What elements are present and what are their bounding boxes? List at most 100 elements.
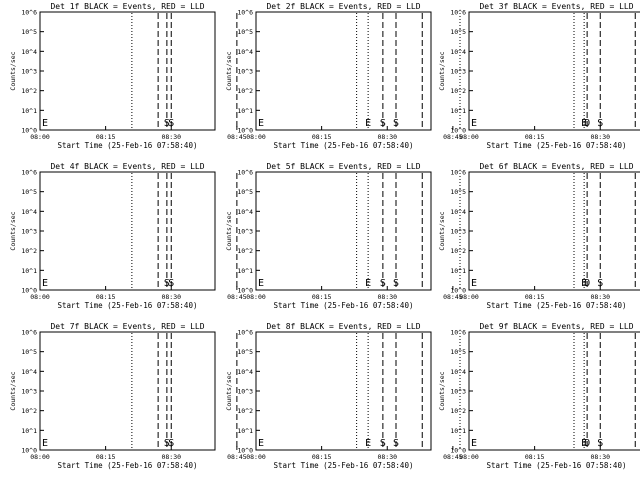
x-tick-label: 08:30 (161, 293, 181, 301)
y-tick-label: 10^0 (450, 287, 466, 295)
event-marker-label: S (168, 118, 174, 129)
x-tick-label: 08:30 (161, 133, 181, 141)
x-tick-label: 08:00 (246, 293, 266, 301)
event-marker-label: E (365, 278, 371, 289)
y-tick-label: 10^0 (237, 447, 253, 455)
x-tick-label: 08:45 (443, 133, 463, 141)
x-tick-label: 08:15 (525, 453, 545, 461)
event-marker-label: O (584, 438, 590, 449)
x-axis-label: Start Time (25-Feb-16 07:58:40) (58, 461, 198, 470)
chart-title: Det 5f BLACK = Events, RED = LLD (266, 162, 420, 171)
x-tick-label: 08:15 (312, 133, 332, 141)
event-marker-label: S (164, 438, 170, 449)
event-marker-label: E (471, 278, 477, 289)
event-marker-label: S (164, 118, 170, 129)
x-tick-label: 08:15 (96, 133, 116, 141)
y-tick-label: 10^0 (21, 127, 37, 135)
event-marker-label: S (380, 438, 386, 449)
chart-title: Det 6f BLACK = Events, RED = LLD (479, 162, 633, 171)
y-tick-label: 10^6 (237, 169, 253, 177)
y-tick-label: 10^1 (450, 427, 466, 435)
event-marker-label: S (168, 278, 174, 289)
y-tick-label: 10^4 (450, 48, 466, 56)
y-tick-label: 10^2 (237, 247, 253, 255)
y-tick-label: 10^1 (21, 107, 37, 115)
y-tick-label: 10^4 (237, 368, 253, 376)
y-axis-label: Counts/sec (225, 211, 233, 250)
event-marker-label: O (584, 118, 590, 129)
x-tick-label: 08:30 (377, 293, 397, 301)
y-tick-label: 10^5 (237, 348, 253, 356)
event-marker-label: E (258, 438, 264, 449)
chart-title: Det 7f BLACK = Events, RED = LLD (50, 322, 204, 331)
y-tick-label: 10^5 (21, 188, 37, 196)
y-tick-label: 10^5 (237, 28, 253, 36)
y-tick-label: 10^6 (21, 169, 37, 177)
event-marker-label: O (584, 278, 590, 289)
y-tick-label: 10^5 (237, 188, 253, 196)
y-tick-label: 10^4 (450, 208, 466, 216)
plot-frame (255, 171, 432, 291)
x-tick-label: 08:30 (590, 293, 610, 301)
y-tick-label: 10^3 (21, 388, 37, 396)
x-axis-label: Start Time (25-Feb-16 07:58:40) (487, 301, 627, 310)
x-tick-label: 08:15 (525, 293, 545, 301)
y-tick-label: 10^3 (450, 228, 466, 236)
y-tick-label: 10^2 (21, 87, 37, 95)
y-tick-label: 10^1 (237, 107, 253, 115)
y-tick-label: 10^0 (21, 447, 37, 455)
x-tick-label: 08:45 (443, 453, 463, 461)
y-tick-label: 10^4 (237, 208, 253, 216)
x-tick-label: 08:30 (590, 453, 610, 461)
y-tick-label: 10^4 (237, 48, 253, 56)
y-tick-label: 10^6 (450, 9, 466, 17)
event-marker-label: S (393, 278, 399, 289)
x-tick-label: 08:15 (96, 293, 116, 301)
y-tick-label: 10^6 (450, 329, 466, 337)
y-tick-label: 10^0 (237, 127, 253, 135)
y-tick-label: 10^2 (450, 87, 466, 95)
event-marker-label: E (42, 118, 48, 129)
y-axis-label: Counts/sec (225, 51, 233, 90)
plot-frame (468, 11, 640, 131)
y-tick-label: 10^3 (237, 388, 253, 396)
x-tick-label: 08:00 (459, 133, 479, 141)
x-tick-label: 08:15 (96, 453, 116, 461)
y-tick-label: 10^4 (21, 208, 37, 216)
x-tick-label: 08:00 (459, 453, 479, 461)
event-marker-label: S (164, 278, 170, 289)
chart-panel-8: Det 8f BLACK = Events, RED = LLD 10^0 10^1… (225, 322, 587, 470)
x-axis-label: Start Time (25-Feb-16 07:58:40) (274, 461, 414, 470)
x-tick-label: 08:00 (30, 453, 50, 461)
chart-panel-1: Det 1f BLACK = Events, RED = LLD 10^0 10^1… (9, 2, 461, 150)
chart-title: Det 8f BLACK = Events, RED = LLD (266, 322, 420, 331)
x-tick-label: 08:15 (525, 133, 545, 141)
x-tick-label: 08:45 (227, 453, 247, 461)
y-tick-label: 10^1 (21, 427, 37, 435)
y-tick-label: 10^1 (237, 267, 253, 275)
y-tick-label: 10^1 (21, 267, 37, 275)
x-tick-label: 08:15 (312, 293, 332, 301)
y-tick-label: 10^6 (237, 9, 253, 17)
event-marker-label: E (581, 118, 587, 129)
x-axis-label: Start Time (25-Feb-16 07:58:40) (274, 301, 414, 310)
x-tick-label: 08:30 (590, 133, 610, 141)
y-axis-label: Counts/sec (438, 51, 446, 90)
y-tick-label: 10^4 (21, 48, 37, 56)
x-axis-label: Start Time (25-Feb-16 07:58:40) (58, 141, 198, 150)
event-marker-label: E (471, 438, 477, 449)
y-tick-label: 10^2 (450, 247, 466, 255)
event-marker-label: S (380, 118, 386, 129)
chart-title: Det 1f BLACK = Events, RED = LLD (50, 2, 204, 11)
x-tick-label: 08:45 (227, 133, 247, 141)
chart-panel-6: Det 6f BLACK = Events, RED = LLD 10^0 10^1… (438, 162, 640, 310)
event-marker-label: E (258, 278, 264, 289)
event-marker-label: E (471, 118, 477, 129)
y-axis-label: Counts/sec (9, 211, 17, 250)
y-tick-label: 10^2 (21, 407, 37, 415)
event-marker-label: E (365, 438, 371, 449)
x-axis-label: Start Time (25-Feb-16 07:58:40) (487, 141, 627, 150)
y-tick-label: 10^3 (21, 68, 37, 76)
plot-frame (39, 331, 216, 451)
y-tick-label: 10^0 (237, 287, 253, 295)
